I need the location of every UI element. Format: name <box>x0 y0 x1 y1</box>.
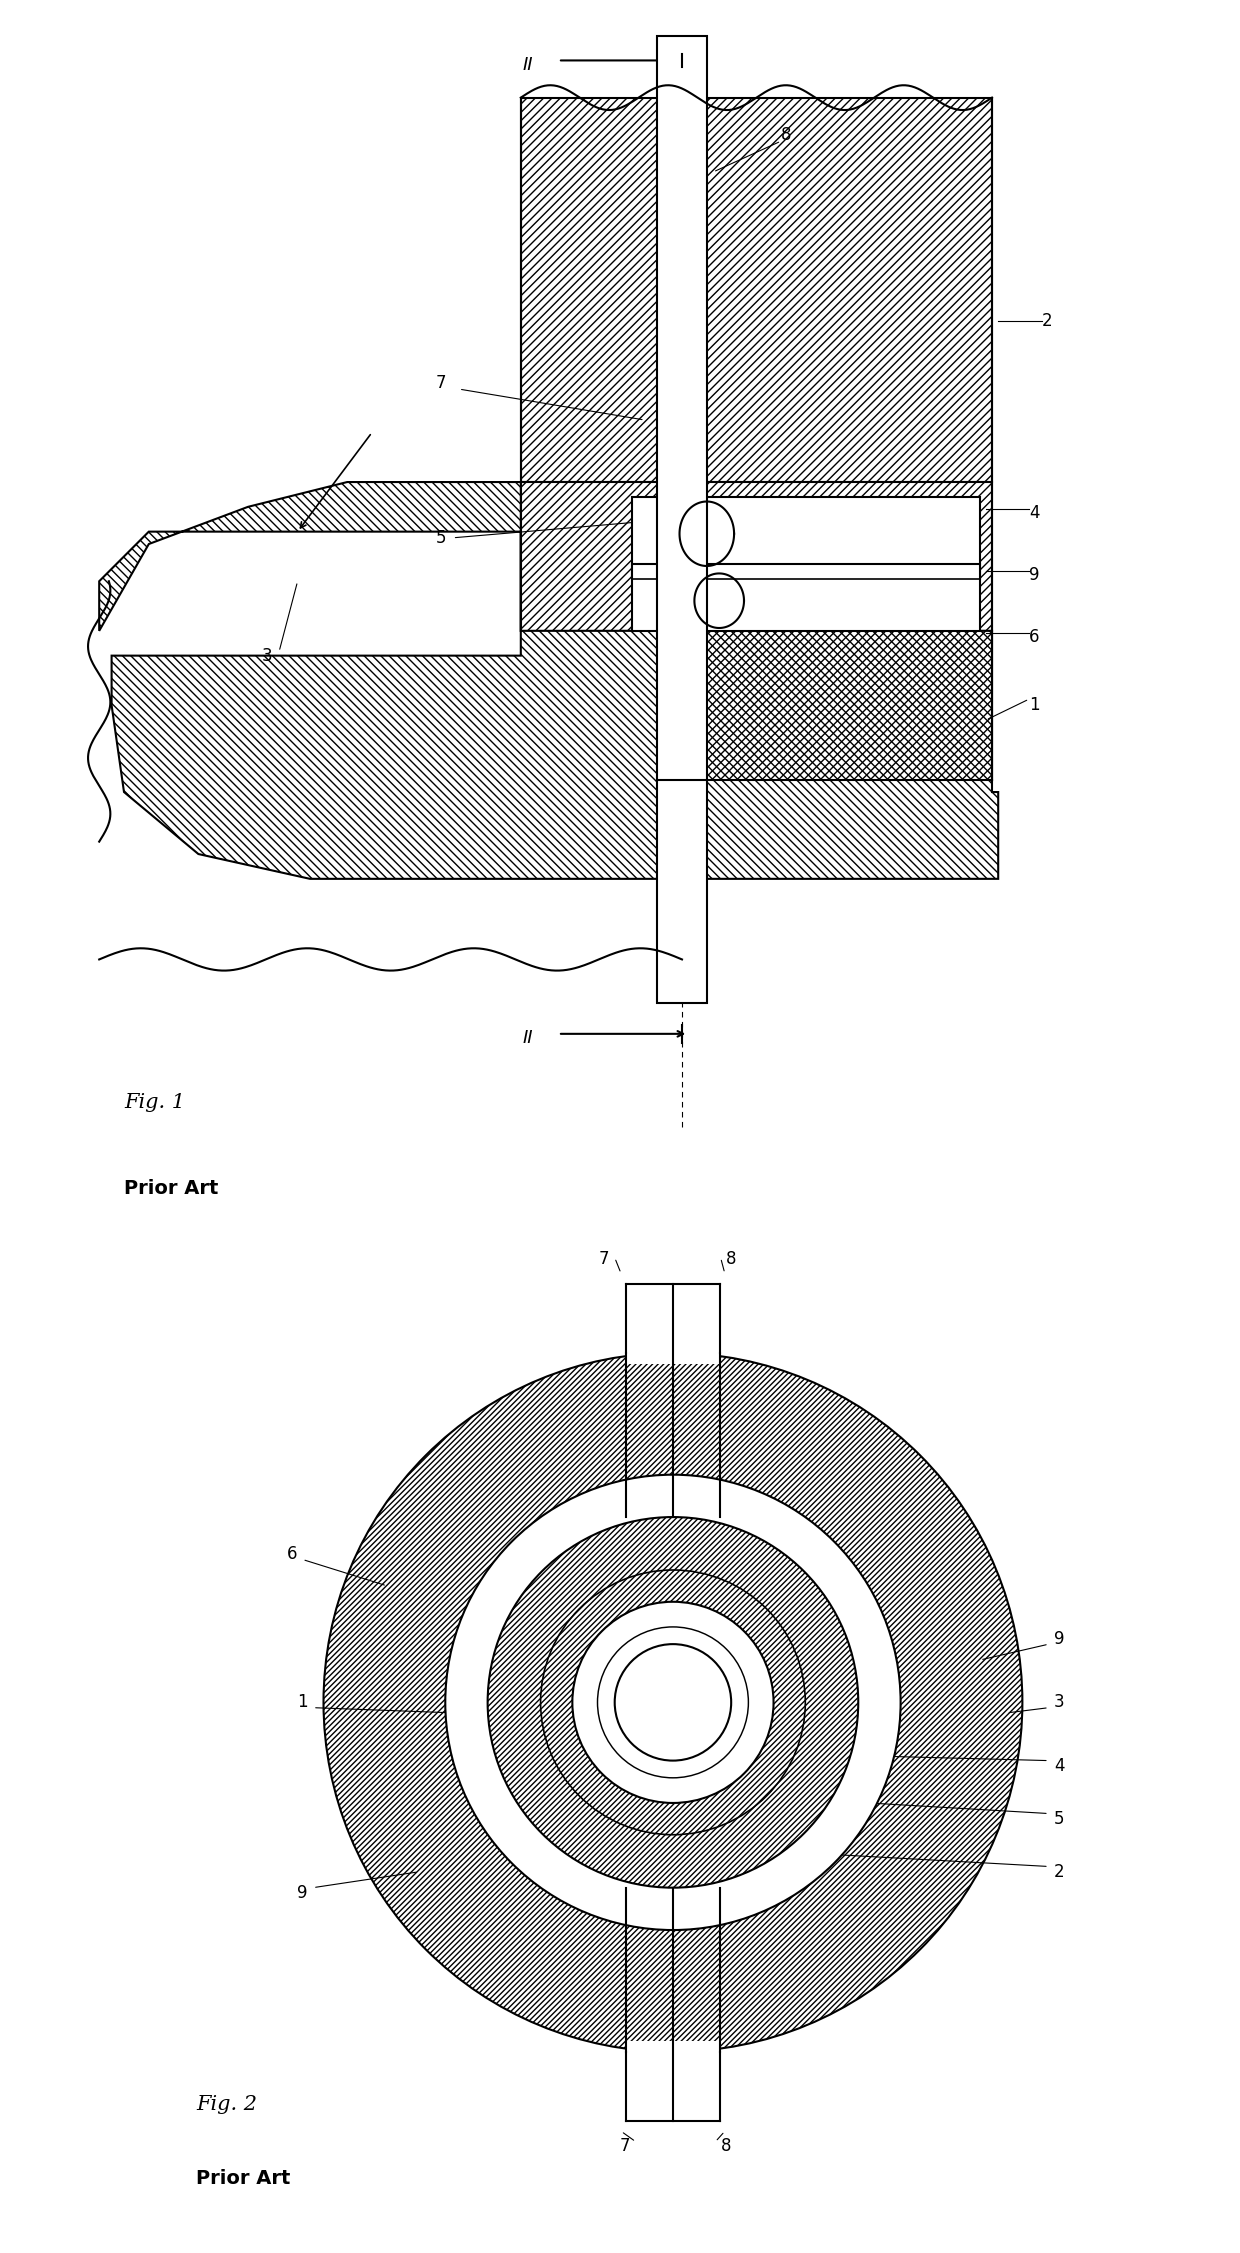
Text: II: II <box>523 1030 533 1048</box>
Bar <box>626 2041 719 2057</box>
Bar <box>521 97 992 482</box>
Bar <box>657 36 707 1003</box>
Text: Prior Art: Prior Art <box>124 1178 218 1199</box>
Text: 8: 8 <box>725 1250 737 1268</box>
Circle shape <box>324 1352 1023 2052</box>
Circle shape <box>487 1516 858 1888</box>
Text: 5: 5 <box>436 529 446 547</box>
Text: 4: 4 <box>1054 1757 1065 1775</box>
Text: 7: 7 <box>436 374 446 392</box>
Circle shape <box>445 1476 900 1931</box>
Text: 2: 2 <box>1054 1863 1065 1881</box>
Circle shape <box>573 1602 774 1802</box>
Bar <box>521 482 992 631</box>
Bar <box>626 1347 719 1363</box>
Text: 6: 6 <box>1029 629 1039 647</box>
Text: Fig. 2: Fig. 2 <box>196 2095 258 2113</box>
Text: 1: 1 <box>1029 696 1040 714</box>
Text: 3: 3 <box>262 647 273 665</box>
Text: 4: 4 <box>1029 505 1039 523</box>
Bar <box>521 482 992 631</box>
Text: 3: 3 <box>1054 1694 1065 1712</box>
Bar <box>657 631 992 780</box>
Text: 6: 6 <box>286 1546 298 1564</box>
Circle shape <box>615 1645 732 1760</box>
Text: 9: 9 <box>1029 566 1039 584</box>
Text: Fig. 1: Fig. 1 <box>124 1093 185 1111</box>
Bar <box>632 498 980 579</box>
Text: Prior Art: Prior Art <box>196 2170 291 2188</box>
Text: 7: 7 <box>599 1250 609 1268</box>
Text: 9: 9 <box>1054 1629 1065 1647</box>
Text: 7: 7 <box>620 2136 631 2154</box>
Polygon shape <box>99 482 998 953</box>
Text: 8: 8 <box>720 2136 732 2154</box>
Bar <box>657 631 992 780</box>
Text: II: II <box>523 56 533 74</box>
Text: 9: 9 <box>298 1884 308 1902</box>
Text: 5: 5 <box>1054 1809 1065 1827</box>
Text: 2: 2 <box>1042 311 1053 329</box>
Text: 1: 1 <box>298 1694 308 1712</box>
Bar <box>521 97 992 482</box>
Bar <box>632 563 980 631</box>
Text: 8: 8 <box>781 126 791 144</box>
